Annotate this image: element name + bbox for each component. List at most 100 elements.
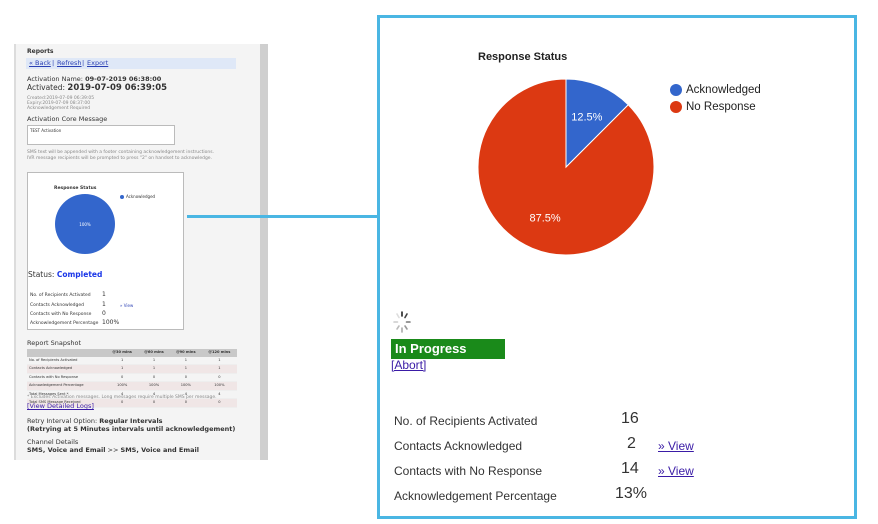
stat-value-no-response: 14	[621, 460, 639, 477]
table-cell: 1	[201, 356, 237, 365]
channel-label: Channel Details	[27, 438, 79, 446]
back-link[interactable]: « Back	[29, 59, 51, 67]
legend-swatch-no-response	[670, 100, 682, 113]
stat-label: No. of Recipients Activated	[30, 293, 91, 298]
table-cell: 1	[201, 364, 237, 374]
ack-required-line: Acknowledgement Required	[27, 106, 91, 111]
pie-slice-acknowledged	[565, 78, 629, 169]
table-cell: 1	[138, 356, 170, 365]
refresh-link[interactable]: Refresh	[57, 59, 82, 67]
table-row: Contacts Acknowledged 1 1 1 1	[27, 364, 237, 374]
table-cell: 1	[138, 364, 170, 374]
mini-pie-label: 100%	[79, 222, 91, 227]
table-cell: 100%	[138, 381, 170, 391]
retry-detail: (Retrying at 5 Minutes intervals until a…	[27, 424, 236, 433]
table-cell: Contacts with No Response	[27, 373, 107, 382]
ivr-note-line: IVR message recipients will be prompted …	[27, 155, 213, 161]
report-snapshot-title: Report Snapshot	[27, 339, 81, 347]
table-cell: 0	[138, 373, 170, 382]
table-cell: 1	[169, 356, 202, 365]
column-header	[27, 349, 107, 357]
status-completed: Completed	[56, 270, 103, 279]
chart-legend: Acknowledged No Response	[670, 81, 761, 115]
report-nav-bar: « Back | Refresh | Export	[26, 58, 236, 69]
stat-value-contacts-acknowledged: 2	[627, 435, 636, 452]
retry-value: Regular Intervals	[99, 417, 163, 425]
stat-value-recipients-activated: 16	[621, 410, 639, 427]
mini-pie-chart: 100%	[55, 194, 115, 254]
abort-link[interactable]: [Abort]	[391, 358, 427, 372]
legend-label-no-response: No Response	[686, 100, 756, 113]
column-header: @30 mins	[106, 349, 139, 357]
nav-separator: |	[82, 59, 85, 67]
retry-interval-info: Retry Interval Option: Regular Intervals…	[27, 417, 236, 433]
nav-separator: |	[52, 59, 55, 67]
table-cell: 4	[169, 390, 202, 399]
table-cell: 4	[106, 390, 139, 399]
activated-value: 2019-07-09 06:39:05	[67, 83, 168, 93]
pie-slice-no-response	[477, 78, 655, 256]
legend-swatch-acknowledged	[670, 83, 682, 96]
stat-value: 1	[102, 301, 106, 308]
report-snapshot-table: @30 mins @60 mins @90 mins @120 mins No.…	[27, 349, 237, 408]
export-link[interactable]: Export	[87, 59, 109, 67]
table-cell: 100%	[201, 381, 237, 391]
view-no-response-link[interactable]: » View	[658, 464, 694, 478]
chart-title: Response Status	[478, 51, 568, 63]
view-acknowledged-link[interactable]: » View	[120, 303, 134, 308]
table-cell: 0	[106, 373, 139, 382]
view-detailed-logs-link[interactable]: [View Detailed Logs]	[27, 402, 94, 410]
view-acknowledged-link[interactable]: » View	[658, 439, 694, 453]
pie-label-no-response: 87.5%	[530, 212, 561, 224]
table-cell: 0	[201, 398, 237, 408]
stat-label-contacts-acknowledged: Contacts Acknowledged	[394, 439, 523, 453]
legend-swatch-acknowledged	[120, 195, 124, 199]
column-header: @60 mins	[138, 349, 170, 357]
stat-value: 100%	[102, 319, 120, 326]
table-cell: 100%	[169, 381, 202, 391]
core-message-box: TEST Activation	[27, 125, 175, 145]
reports-heading: Reports	[27, 48, 54, 55]
channel-arrow: >>	[107, 446, 119, 454]
table-row: Acknowledgement Percentage 100% 100% 100% 10…	[27, 381, 237, 391]
sms-note: SMS text will be appended with a footer …	[27, 150, 247, 161]
activation-name-label: Activation Name:	[27, 75, 83, 83]
table-header-row: @30 mins @60 mins @90 mins @120 mins	[27, 349, 237, 357]
legend-label-acknowledged: Acknowledged	[126, 194, 156, 199]
report-page-thumbnail: Reports « Back | Refresh | Export Activa…	[14, 44, 268, 460]
table-cell: 4	[201, 390, 237, 399]
table-cell: 4	[138, 390, 170, 399]
table-row: Contacts with No Response 0 0 0 0	[27, 373, 237, 382]
mini-chart-title: Response Status	[54, 186, 97, 191]
table-cell: Contacts Acknowledged	[27, 364, 107, 374]
legend-label-acknowledged: Acknowledged	[686, 83, 761, 96]
column-header: @120 mins	[201, 349, 237, 357]
table-cell: 0	[106, 398, 139, 408]
table-cell: 0	[138, 398, 170, 408]
stat-label-no-response: Contacts with No Response	[394, 464, 543, 478]
pie-label-acknowledged: 12.5%	[571, 112, 602, 124]
zoomed-response-status-panel: Response Status 12.5% 87.5% Acknowledged…	[377, 15, 857, 519]
response-pie-chart: 12.5% 87.5%	[477, 78, 655, 256]
table-cell: No. of Recipients Activated	[27, 356, 107, 365]
table-cell: Total Messages Sent *	[27, 390, 107, 399]
activated-time: Activated: 2019-07-09 06:39:05	[27, 84, 167, 93]
stat-value: 1	[102, 291, 106, 298]
retry-label: Retry Interval Option:	[27, 417, 98, 425]
stat-label-ack-percentage: Acknowledgement Percentage	[394, 489, 557, 503]
stat-label: Contacts Acknowledged	[30, 303, 85, 308]
status-label: Status:	[28, 270, 55, 279]
channel-from: SMS, Voice and Email	[27, 446, 106, 454]
core-message-title: Activation Core Message	[27, 115, 108, 123]
mini-legend: Acknowledged	[120, 193, 155, 201]
status-line: Status: Completed	[28, 271, 102, 279]
table-row: Total SMS Message Received 0 0 0 0	[27, 398, 237, 408]
activated-label: Activated:	[27, 83, 66, 92]
stat-label-recipients-activated: No. of Recipients Activated	[394, 414, 538, 428]
table-cell: 1	[106, 356, 139, 365]
table-cell: 1	[169, 364, 202, 374]
activation-name: Activation Name: 09-07-2019 06:38:00	[27, 75, 161, 84]
status-badge: In Progress	[391, 339, 505, 359]
created-line: Created:2019-07-09 06:39:05	[27, 96, 95, 101]
table-cell: Acknowledgement Percentage	[27, 381, 107, 391]
